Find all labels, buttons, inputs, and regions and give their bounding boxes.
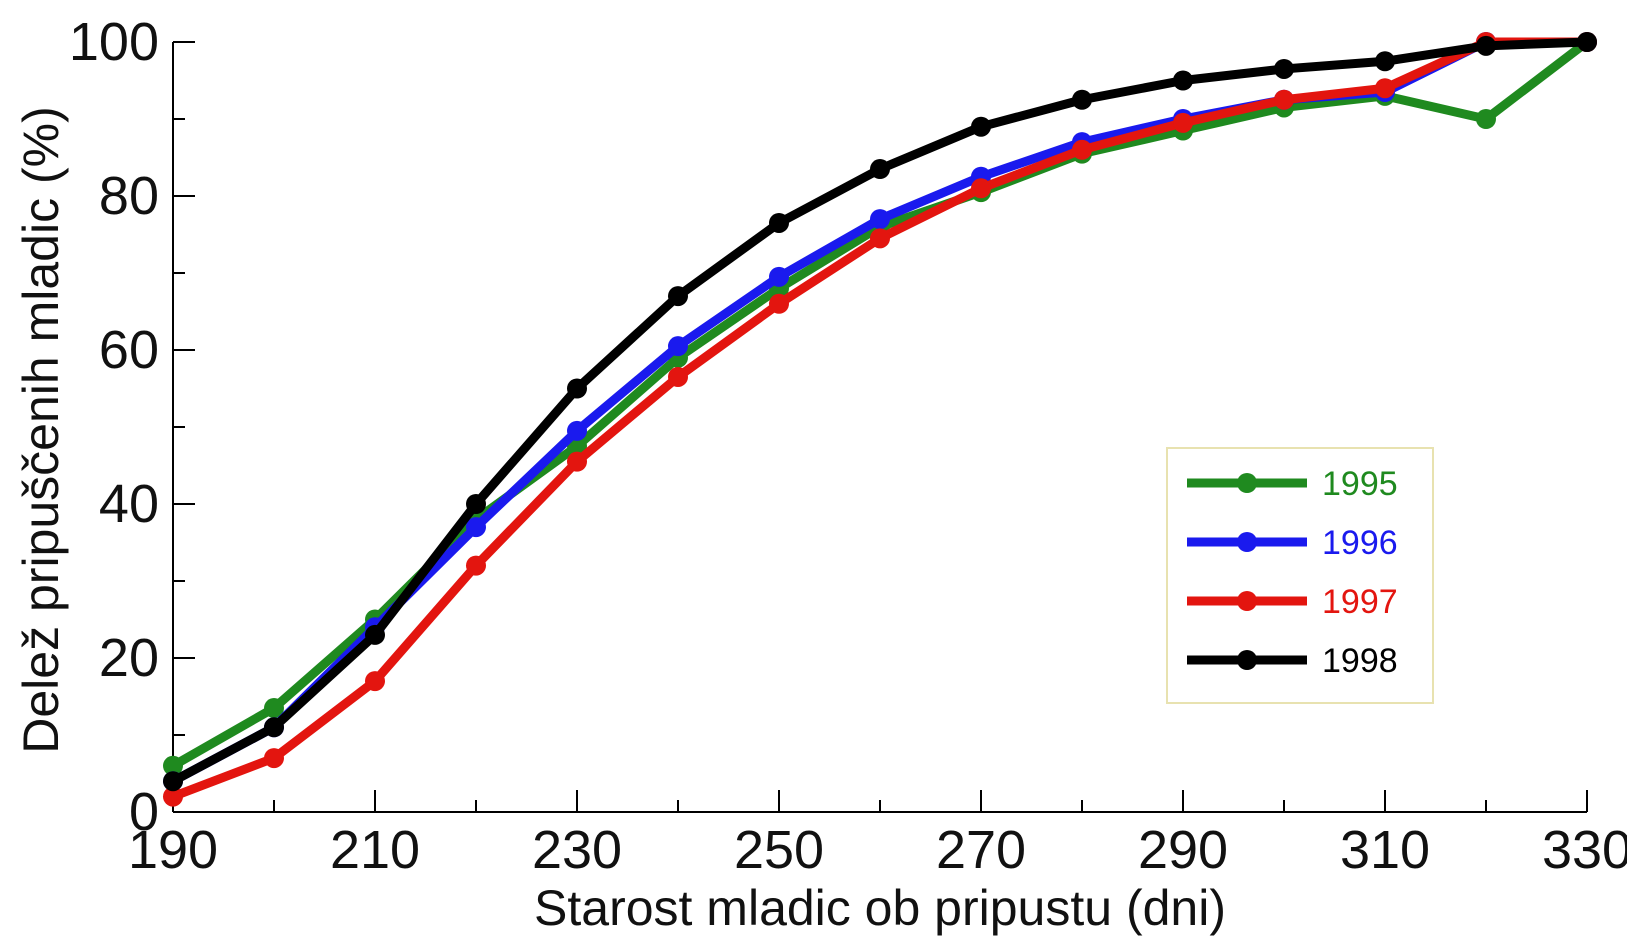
series-layer [163, 32, 1597, 807]
data-point-1997 [264, 748, 284, 769]
data-point-1997 [971, 178, 991, 199]
data-point-1996 [567, 420, 587, 441]
legend-marker-1997 [1237, 591, 1257, 611]
data-point-1998 [365, 624, 385, 645]
series-1998 [163, 32, 1597, 792]
data-point-1996 [769, 266, 789, 287]
x-tick-label: 230 [532, 820, 622, 880]
x-tick-label: 210 [330, 820, 420, 880]
data-point-1998 [1072, 89, 1092, 110]
data-point-1998 [466, 494, 486, 514]
y-axis-title: Delež pripuščenih mladic (%) [13, 106, 69, 753]
axes: 0 20 40 60 80 100 190 210 230 250 270 290 310 330 [69, 12, 1627, 880]
data-point-1997 [1274, 89, 1294, 110]
data-point-1997 [466, 555, 486, 576]
data-point-1997 [1173, 112, 1193, 133]
data-point-1998 [1173, 70, 1193, 91]
legend-label-1997: 1997 [1322, 583, 1398, 621]
data-point-1998 [264, 717, 284, 738]
legend-marker-1996 [1237, 532, 1257, 552]
data-point-1997 [668, 366, 688, 387]
data-point-1997 [1072, 139, 1092, 160]
data-point-1997 [365, 671, 385, 692]
data-point-1998 [163, 771, 183, 792]
legend-marker-1998 [1237, 650, 1257, 670]
data-point-1998 [1476, 35, 1496, 56]
x-tick-label: 330 [1542, 820, 1627, 880]
x-axis-title: Starost mladic ob pripustu (dni) [534, 880, 1226, 936]
data-point-1995 [163, 755, 183, 776]
x-tick-label: 310 [1340, 820, 1430, 880]
series-1997 [163, 32, 1597, 807]
legend-label-1998: 1998 [1322, 642, 1398, 680]
data-point-1997 [1375, 78, 1395, 99]
data-point-1998 [870, 159, 890, 180]
data-point-1996 [668, 336, 688, 357]
y-tick-label: 100 [69, 12, 159, 72]
data-point-1997 [870, 228, 890, 249]
data-point-1995 [1476, 109, 1496, 129]
x-tick-label: 290 [1138, 820, 1228, 880]
legend: 1995 1996 1997 1998 [1166, 447, 1434, 704]
y-tick-label: 40 [99, 474, 159, 534]
data-point-1998 [971, 116, 991, 137]
x-tick-label: 190 [128, 820, 218, 880]
data-point-1996 [466, 517, 486, 538]
data-point-1995 [264, 698, 284, 719]
data-point-1997 [769, 293, 789, 314]
legend-label-1995: 1995 [1322, 465, 1398, 503]
data-point-1998 [1375, 51, 1395, 72]
data-point-1998 [1274, 58, 1294, 79]
data-point-1996 [870, 209, 890, 230]
data-point-1998 [668, 286, 688, 307]
data-point-1997 [163, 786, 183, 807]
legend-marker-1995 [1237, 473, 1257, 493]
data-point-1998 [1577, 32, 1597, 52]
y-tick-label: 0 [129, 782, 159, 842]
x-tick-label: 250 [734, 820, 824, 880]
y-tick-label: 80 [99, 166, 159, 226]
data-point-1998 [567, 378, 587, 399]
x-tick-label: 270 [936, 820, 1026, 880]
data-point-1997 [567, 451, 587, 472]
y-tick-label: 60 [99, 320, 159, 380]
y-tick-label: 20 [99, 628, 159, 688]
data-point-1998 [769, 212, 789, 233]
legend-label-1996: 1996 [1322, 524, 1398, 562]
